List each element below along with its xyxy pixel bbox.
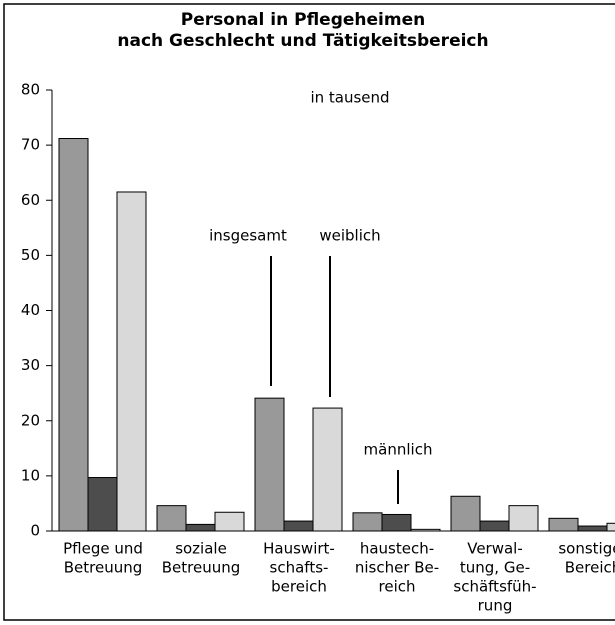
- x-tick-label: schäftsfüh-: [453, 578, 536, 596]
- x-tick-label: bereich: [271, 578, 327, 596]
- x-tick-label: Pflege und: [63, 540, 143, 558]
- legend-label: weiblich: [319, 227, 380, 245]
- x-tick-label: Betreuung: [64, 559, 143, 577]
- y-tick-label: 40: [21, 301, 40, 319]
- x-tick-label: nischer Be-: [355, 559, 439, 577]
- y-tick-label: 70: [21, 136, 40, 154]
- bar: [116, 191, 147, 532]
- bar: [381, 513, 412, 532]
- y-tick-label: 50: [21, 246, 40, 264]
- y-tick-label: 80: [21, 81, 40, 99]
- bar: [352, 512, 383, 532]
- x-tick-label: soziale: [175, 540, 227, 558]
- bar: [312, 407, 343, 532]
- y-tick-label: 30: [21, 356, 40, 374]
- x-tick-label: haustech-: [360, 540, 434, 558]
- x-tick-label: sonstiger: [558, 540, 615, 558]
- x-tick-label: Bereich: [565, 559, 615, 577]
- bar: [214, 511, 245, 532]
- bar: [410, 528, 441, 532]
- bar: [548, 517, 579, 532]
- bar: [87, 477, 118, 532]
- x-tick-label: tung, Ge-: [460, 559, 530, 577]
- x-tick-label: Verwal-: [467, 540, 523, 558]
- bar: [185, 523, 216, 532]
- x-tick-label: rung: [478, 597, 513, 615]
- bar: [283, 520, 314, 532]
- y-tick-label: 10: [21, 466, 40, 484]
- x-tick-label: reich: [379, 578, 416, 596]
- bar: [254, 397, 285, 532]
- x-tick-label: Hauswirt-: [263, 540, 335, 558]
- y-tick-label: 60: [21, 191, 40, 209]
- chart-title: Personal in Pflegeheimen: [181, 10, 425, 30]
- bar: [508, 505, 539, 532]
- legend-label: männlich: [364, 441, 433, 459]
- bar: [450, 495, 481, 532]
- y-tick-label: 20: [21, 411, 40, 429]
- x-tick-label: schafts-: [270, 559, 329, 577]
- bar: [156, 505, 187, 532]
- x-tick-label: Betreuung: [162, 559, 241, 577]
- unit-label: in tausend: [310, 89, 389, 107]
- bar: [577, 525, 608, 532]
- bar: [58, 138, 89, 532]
- bar: [479, 520, 510, 532]
- legend-label: insgesamt: [209, 227, 287, 245]
- y-tick-label: 0: [30, 522, 40, 540]
- chart-title: nach Geschlecht und Tätigkeitsbereich: [117, 31, 488, 51]
- bar: [606, 522, 615, 532]
